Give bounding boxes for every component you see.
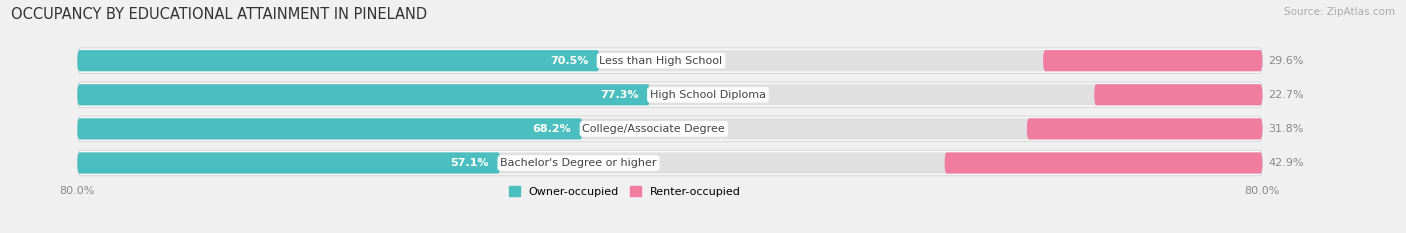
FancyBboxPatch shape <box>945 152 1263 174</box>
Text: 22.7%: 22.7% <box>1268 90 1303 100</box>
FancyBboxPatch shape <box>1026 118 1263 140</box>
FancyBboxPatch shape <box>77 118 582 140</box>
Text: 31.8%: 31.8% <box>1268 124 1303 134</box>
Text: Source: ZipAtlas.com: Source: ZipAtlas.com <box>1284 7 1395 17</box>
Text: 42.9%: 42.9% <box>1268 158 1303 168</box>
Text: 68.2%: 68.2% <box>533 124 571 134</box>
Text: 70.5%: 70.5% <box>550 56 588 66</box>
Text: Less than High School: Less than High School <box>599 56 723 66</box>
FancyBboxPatch shape <box>77 152 501 174</box>
FancyBboxPatch shape <box>77 48 1263 73</box>
Text: 57.1%: 57.1% <box>451 158 489 168</box>
FancyBboxPatch shape <box>77 152 1263 174</box>
FancyBboxPatch shape <box>77 50 599 71</box>
FancyBboxPatch shape <box>77 150 1263 176</box>
FancyBboxPatch shape <box>77 84 1263 105</box>
Text: College/Associate Degree: College/Associate Degree <box>582 124 725 134</box>
FancyBboxPatch shape <box>77 50 1263 71</box>
Text: High School Diploma: High School Diploma <box>650 90 766 100</box>
Text: Bachelor's Degree or higher: Bachelor's Degree or higher <box>501 158 657 168</box>
Text: 77.3%: 77.3% <box>600 90 638 100</box>
Legend: Owner-occupied, Renter-occupied: Owner-occupied, Renter-occupied <box>505 182 745 201</box>
Text: OCCUPANCY BY EDUCATIONAL ATTAINMENT IN PINELAND: OCCUPANCY BY EDUCATIONAL ATTAINMENT IN P… <box>11 7 427 22</box>
FancyBboxPatch shape <box>77 118 1263 140</box>
FancyBboxPatch shape <box>1043 50 1263 71</box>
FancyBboxPatch shape <box>77 116 1263 142</box>
Text: 29.6%: 29.6% <box>1268 56 1303 66</box>
FancyBboxPatch shape <box>77 84 650 105</box>
FancyBboxPatch shape <box>1094 84 1263 105</box>
FancyBboxPatch shape <box>77 82 1263 108</box>
